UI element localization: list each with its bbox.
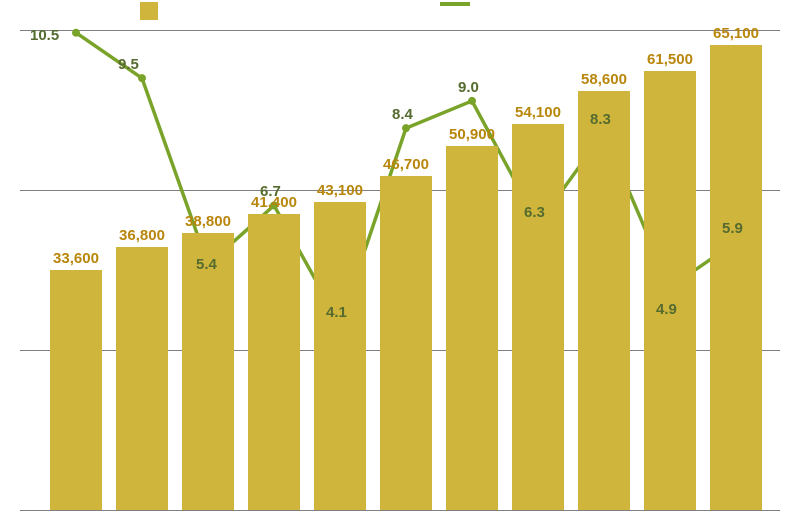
bar bbox=[116, 247, 168, 510]
line-value-label: 6.3 bbox=[524, 204, 545, 221]
bar bbox=[248, 214, 300, 510]
bar-value-label: 36,800 bbox=[112, 227, 172, 244]
line-value-label: 6.7 bbox=[260, 183, 281, 200]
line-value-label: 4.9 bbox=[656, 301, 677, 318]
bar-value-label: 58,600 bbox=[574, 71, 634, 88]
bar bbox=[314, 202, 366, 510]
line-marker bbox=[402, 124, 410, 132]
line-value-label: 4.1 bbox=[326, 304, 347, 321]
line-marker bbox=[468, 97, 476, 105]
line-value-label: 8.4 bbox=[392, 106, 413, 123]
bar bbox=[182, 233, 234, 510]
line-marker bbox=[72, 29, 80, 37]
bar-value-label: 46,700 bbox=[376, 156, 436, 173]
line-marker bbox=[138, 74, 146, 82]
bar bbox=[380, 176, 432, 510]
bar-value-label: 61,500 bbox=[640, 51, 700, 68]
bar bbox=[644, 71, 696, 510]
bar bbox=[50, 270, 102, 510]
bar-value-label: 38,800 bbox=[178, 213, 238, 230]
bar bbox=[512, 124, 564, 510]
line-value-label: 8.3 bbox=[590, 111, 611, 128]
bar-value-label: 54,100 bbox=[508, 104, 568, 121]
bar bbox=[710, 45, 762, 510]
bar bbox=[446, 146, 498, 510]
bar-value-label: 50,900 bbox=[442, 126, 502, 143]
line-value-label: 5.4 bbox=[196, 256, 217, 273]
bar-value-label: 33,600 bbox=[46, 250, 106, 267]
bar-value-label: 43,100 bbox=[310, 182, 370, 199]
line-value-label: 5.9 bbox=[722, 220, 743, 237]
line-value-label: 9.0 bbox=[458, 79, 479, 96]
line-value-label: 10.5 bbox=[30, 27, 59, 44]
combo-chart: { "chart": { "type": "bar+line", "width"… bbox=[0, 0, 800, 520]
bar bbox=[578, 91, 630, 510]
line-value-label: 9.5 bbox=[118, 56, 139, 73]
bar-value-label: 65,100 bbox=[706, 25, 766, 42]
